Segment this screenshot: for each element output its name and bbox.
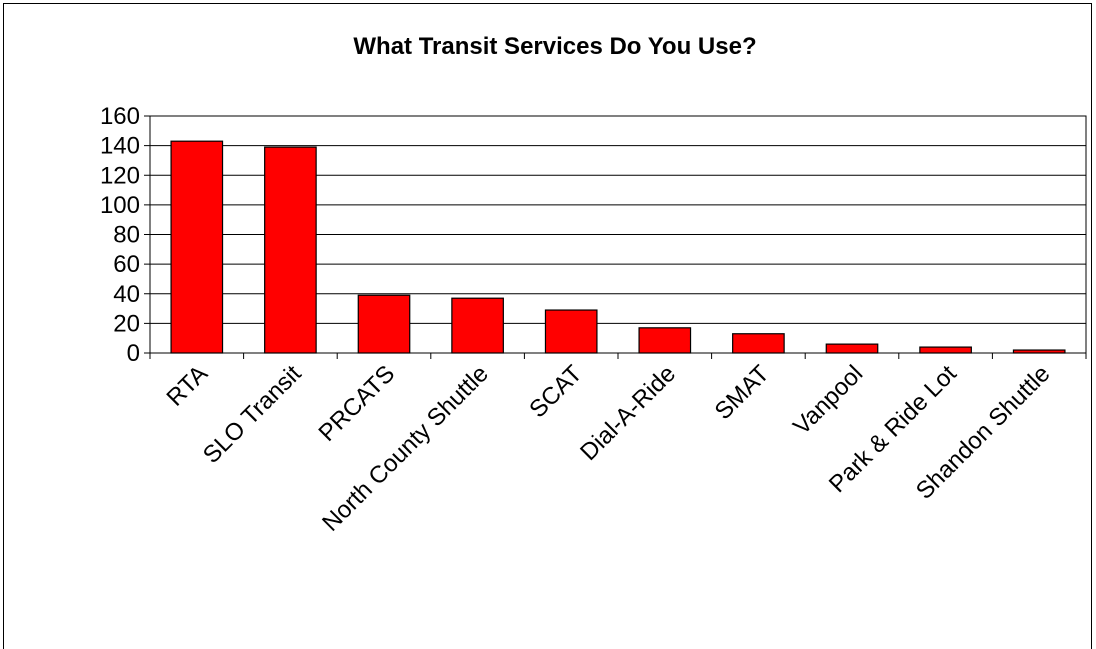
x-category-label: Vanpool [788,360,868,440]
chart-title: What Transit Services Do You Use? [353,33,756,60]
x-category-label: PRCATS [314,360,401,447]
bar [357,294,411,354]
bar [825,343,879,354]
bar [170,140,224,354]
x-category-label: SMAT [710,360,775,425]
bar [732,333,785,354]
x-category-label: SLO Transit [198,360,307,469]
bar [451,297,504,354]
bar [638,327,692,354]
y-tick-label: 80 [113,222,140,249]
plot-area-border [149,115,1087,354]
bar [264,146,317,354]
bar [919,346,972,354]
y-tick-label: 60 [113,251,140,278]
y-tick-label: 160 [100,103,140,130]
x-category-label: North County Shuttle [317,360,494,537]
x-category-label: SCAT [524,360,587,423]
y-tick-label: 120 [100,162,140,189]
y-tick-label: 100 [100,192,140,219]
x-category-label: Dial-A-Ride [575,360,681,466]
y-tick-label: 140 [100,133,140,160]
y-tick-label: 20 [113,310,140,337]
bars [149,140,1087,359]
x-category-label: RTA [162,360,213,411]
bar [544,309,598,354]
y-tick-label: 0 [127,340,140,367]
y-tick-label: 40 [113,281,140,308]
